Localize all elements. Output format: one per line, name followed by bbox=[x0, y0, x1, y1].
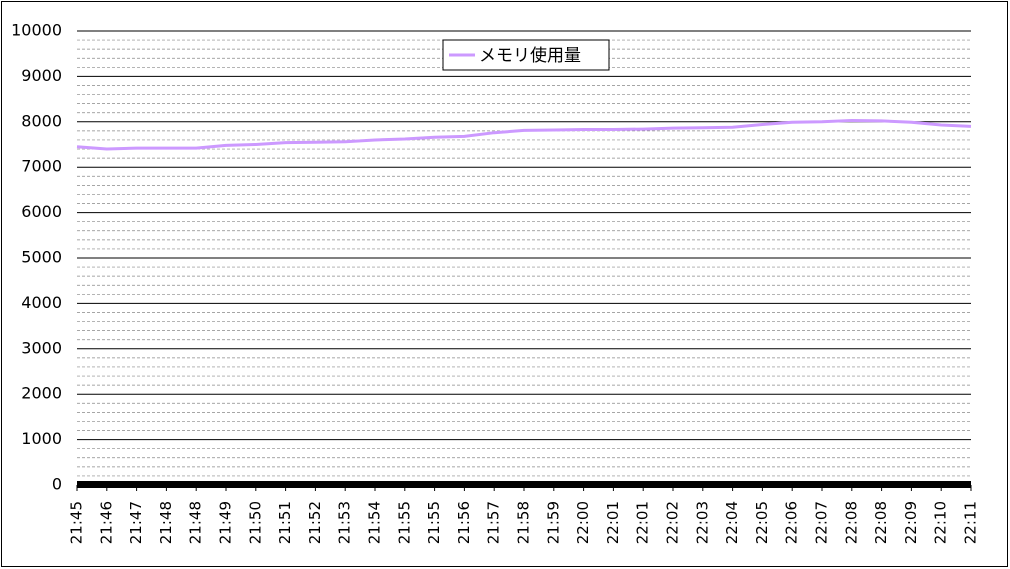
x-tick-label: 21:59 bbox=[544, 501, 562, 544]
x-tick-label: 21:52 bbox=[306, 501, 324, 544]
x-tick-label: 22:01 bbox=[604, 501, 622, 544]
x-tick-label: 22:11 bbox=[962, 501, 980, 544]
x-tick-label: 22:08 bbox=[842, 501, 860, 544]
y-tick-label: 6000 bbox=[21, 202, 62, 221]
legend-label: メモリ使用量 bbox=[479, 45, 581, 66]
x-axis bbox=[77, 481, 971, 488]
x-tick-label: 22:10 bbox=[932, 501, 950, 544]
y-tick-label: 10000 bbox=[11, 21, 62, 40]
x-tick-label: 21:47 bbox=[127, 501, 145, 544]
data-line bbox=[76, 118, 972, 151]
x-tick-label: 21:48 bbox=[157, 501, 175, 544]
x-tick-label: 22:05 bbox=[753, 501, 771, 544]
y-tick-label: 8000 bbox=[21, 111, 62, 130]
x-tick-label: 22:08 bbox=[872, 501, 890, 544]
x-tick-label: 21:55 bbox=[425, 501, 443, 544]
x-tick-label: 21:58 bbox=[515, 501, 533, 544]
y-tick-label: 1000 bbox=[21, 429, 62, 448]
x-tick-label: 22:07 bbox=[813, 501, 831, 544]
x-tick-label: 22:04 bbox=[723, 501, 741, 544]
x-tick-label: 21:48 bbox=[187, 501, 205, 544]
x-tick-label: 22:09 bbox=[902, 501, 920, 544]
y-tick-label: 3000 bbox=[21, 338, 62, 357]
x-tick-label: 22:01 bbox=[634, 501, 652, 544]
y-tick-label: 2000 bbox=[21, 384, 62, 403]
x-tick-label: 21:54 bbox=[366, 501, 384, 544]
x-tick-label: 21:46 bbox=[97, 501, 115, 544]
y-tick-label: 7000 bbox=[21, 157, 62, 176]
y-tick-label: 9000 bbox=[21, 66, 62, 85]
x-tick-label: 21:57 bbox=[485, 501, 503, 544]
x-tick-label: 21:45 bbox=[68, 501, 86, 544]
y-tick-label: 0 bbox=[52, 475, 62, 494]
x-tick-label: 21:49 bbox=[217, 501, 235, 544]
x-tick-label: 22:00 bbox=[574, 501, 592, 544]
x-tick-label: 21:53 bbox=[336, 501, 354, 544]
x-tick-label: 22:06 bbox=[783, 501, 801, 544]
y-tick-label: 4000 bbox=[21, 293, 62, 312]
x-tick-label: 22:03 bbox=[693, 501, 711, 544]
x-tick-label: 21:55 bbox=[395, 501, 413, 544]
y-tick-label: 5000 bbox=[21, 248, 62, 267]
x-tick-label: 21:50 bbox=[246, 501, 264, 544]
x-tick-label: 22:02 bbox=[664, 501, 682, 544]
x-tick-label: 21:51 bbox=[276, 501, 294, 544]
x-tick-label: 21:56 bbox=[455, 501, 473, 544]
